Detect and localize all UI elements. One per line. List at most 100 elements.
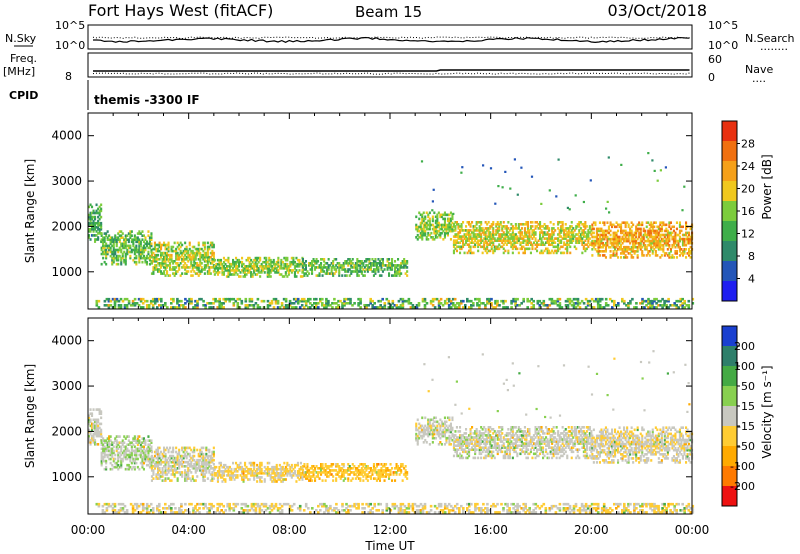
echo-cell: [507, 235, 510, 238]
echo-cell: [448, 223, 451, 227]
echo-cell: [320, 268, 323, 271]
ground-scatter-cell: [647, 299, 650, 303]
echo-cell: [283, 275, 286, 278]
echo-cell: [145, 447, 148, 451]
echo-cell: [348, 465, 351, 468]
echo-cell: [176, 458, 179, 462]
echo-cell: [338, 471, 341, 474]
ground-scatter-cell: [578, 306, 582, 309]
ground-scatter-cell: [302, 297, 306, 301]
echo-cell: [660, 243, 663, 247]
echo-cell: [212, 253, 215, 257]
echo-cell: [308, 469, 311, 472]
echo-cell: [318, 266, 321, 269]
echo-cell: [552, 223, 555, 226]
echo-cell: [656, 243, 659, 247]
echo-cell: [211, 450, 214, 454]
echo-cell: [582, 235, 585, 238]
ground-scatter-cell: [341, 306, 344, 309]
echo-cell: [106, 443, 109, 446]
echo-cell: [200, 450, 203, 454]
echo-cell: [202, 243, 205, 247]
echo-cell: [563, 237, 566, 240]
echo-cell: [257, 467, 260, 471]
echo-cell: [489, 243, 492, 246]
echo-cell: [213, 465, 216, 469]
echo-cell: [638, 235, 641, 239]
echo-cell: [604, 235, 607, 239]
echo-cell: [309, 471, 312, 474]
echo-cell: [481, 231, 484, 234]
echo-cell: [178, 471, 181, 474]
echo-cell: [354, 270, 357, 273]
echo-cell: [493, 245, 496, 249]
echo-cell: [232, 262, 235, 266]
ground-scatter-cell: [151, 299, 155, 303]
echo-cell: [138, 449, 141, 453]
echo-cell: [247, 269, 250, 272]
echo-cell: [142, 254, 145, 258]
echo-cell: [245, 269, 248, 272]
echo-cell: [206, 249, 209, 253]
echo-cell: [299, 465, 302, 469]
echo-cell: [392, 274, 395, 277]
echo-cell: [422, 233, 425, 237]
echo-cell: [517, 239, 520, 242]
echo-cell: [502, 247, 505, 251]
echo-cell: [218, 271, 221, 274]
echo-cell: [647, 221, 650, 224]
sparse-echo-cell: [461, 166, 464, 169]
echo-cell: [178, 452, 181, 456]
echo-cell: [404, 266, 407, 269]
echo-cell: [657, 237, 660, 241]
echo-cell: [289, 470, 292, 473]
ground-scatter-cell: [188, 299, 191, 303]
echo-cell: [166, 247, 169, 251]
echo-cell: [284, 465, 287, 469]
echo-cell: [259, 480, 262, 483]
echo-cell: [422, 225, 425, 229]
echo-cell: [522, 251, 525, 255]
echo-cell: [350, 266, 353, 269]
echo-cell: [528, 241, 531, 244]
echo-cell: [103, 439, 106, 442]
echo-cell: [233, 265, 236, 268]
echo-cell: [597, 239, 600, 243]
ground-scatter-cell: [160, 306, 163, 309]
echo-cell: [160, 471, 163, 474]
ground-scatter-cell: [423, 306, 427, 309]
echo-cell: [161, 272, 164, 275]
echo-cell: [241, 256, 244, 260]
ground-scatter-cell: [433, 306, 437, 309]
echo-cell: [117, 441, 120, 444]
echo-cell: [448, 227, 451, 231]
echo-cell: [404, 264, 407, 267]
echo-cell: [495, 233, 498, 236]
echo-cell: [510, 237, 513, 240]
echo-cell: [683, 237, 686, 241]
echo-cell: [172, 262, 175, 265]
echo-cell: [117, 435, 120, 438]
echo-cell: [263, 478, 266, 481]
echo-cell: [449, 217, 452, 221]
echo-cell: [304, 266, 307, 269]
echo-cell: [193, 260, 196, 263]
echo-cell: [662, 233, 665, 237]
ground-scatter-cell: [522, 299, 525, 303]
echo-cell: [178, 247, 181, 251]
echo-cell: [135, 439, 138, 442]
echo-cell: [185, 264, 188, 267]
echo-cell: [415, 225, 418, 229]
echo-cell: [269, 265, 272, 268]
echo-cell: [290, 271, 293, 274]
echo-cell: [145, 449, 148, 453]
echo-cell: [309, 477, 312, 480]
echo-cell: [129, 250, 132, 254]
echo-cell: [629, 233, 632, 237]
echo-cell: [224, 258, 227, 262]
echo-cell: [356, 270, 359, 273]
ground-scatter-cell: [351, 304, 354, 307]
echo-cell: [321, 266, 324, 269]
echo-cell: [654, 229, 657, 233]
echo-cell: [493, 247, 496, 251]
